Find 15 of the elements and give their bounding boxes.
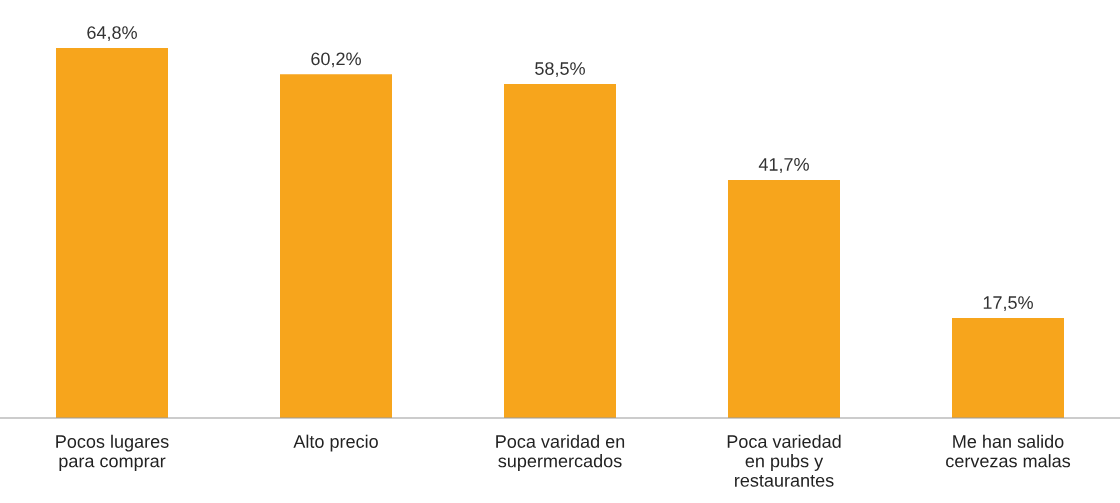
x-tick-label: Alto precio (293, 434, 378, 452)
x-tick-label: Poca variedad en pubs y restaurantes (727, 434, 841, 487)
data-label: 17,5% (983, 296, 1033, 312)
x-tick-label: Poca varidad en supermercados (496, 434, 625, 471)
bar (728, 179, 840, 418)
bar (56, 48, 168, 418)
bar (504, 84, 616, 418)
bar (952, 318, 1064, 418)
x-tick-label: Pocos lugares para comprar (56, 434, 169, 471)
data-label: 60,2% (311, 52, 361, 68)
x-tick-label: Me han salido cervezas malas (946, 434, 1071, 468)
data-label: 41,7% (758, 158, 809, 173)
bar (280, 74, 392, 418)
data-label: 58,5% (535, 62, 585, 78)
data-label: 64,8% (87, 26, 137, 42)
